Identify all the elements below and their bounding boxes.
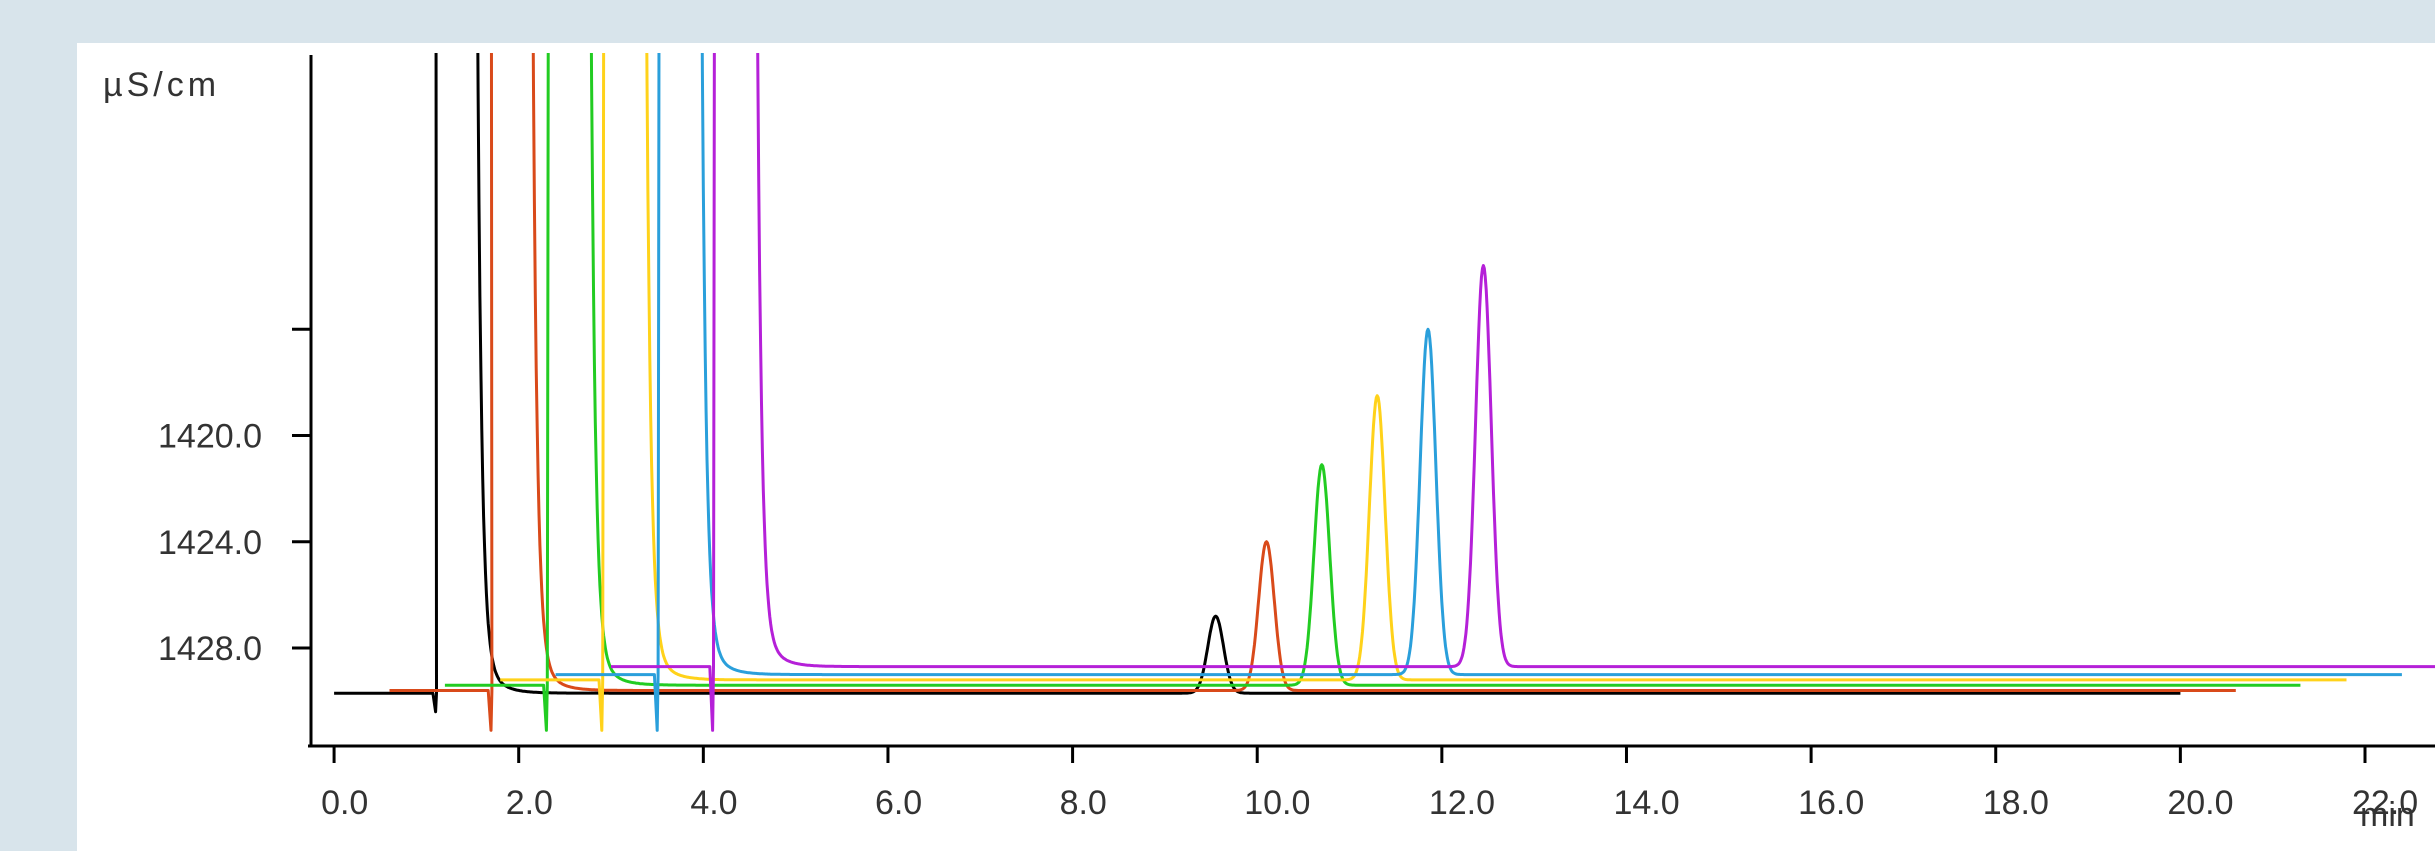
x-tick-label: 18.0 [1983, 784, 2049, 822]
series-line-1 [334, 53, 2181, 714]
x-tick-label: 20.0 [2167, 784, 2233, 822]
x-tick-label: 16.0 [1798, 784, 1864, 822]
x-tick-label: 14.0 [1613, 784, 1679, 822]
y-tick-label: 1420.0 [158, 418, 262, 456]
chromatogram-chart: µS/cm min 0.0 2.0 4.0 6.0 8.0 10.0 12.0 14.0 16.… [103, 53, 2435, 834]
x-tick-label: 6.0 [875, 784, 922, 822]
series-layer [334, 53, 2435, 732]
x-tick-label: 0.0 [321, 784, 368, 822]
x-tick-label: 22.0 [2352, 784, 2418, 822]
series-line-4 [500, 53, 2348, 732]
series-line-6 [611, 53, 2435, 732]
x-tick-label: 12.0 [1429, 784, 1495, 822]
axes-layer: µS/cm min [103, 55, 2435, 834]
ticks-layer: 0.0 2.0 4.0 6.0 8.0 10.0 12.0 14.0 16.0 18.0 20.0 2… [158, 327, 2418, 822]
x-tick-label: 2.0 [506, 784, 553, 822]
y-tick-label: 1428.0 [158, 630, 262, 668]
chart-panel: µS/cm min 0.0 2.0 4.0 6.0 8.0 10.0 12.0 14.0 16.… [77, 43, 2435, 851]
y-tick-label: 1424.0 [158, 524, 262, 562]
x-axis-unit-label: min [2360, 796, 2415, 834]
series-line-5 [555, 53, 2403, 732]
x-tick-label: 10.0 [1244, 784, 1310, 822]
y-axis-unit-label: µS/cm [103, 66, 220, 104]
series-line-2 [389, 53, 2237, 732]
x-tick-label: 8.0 [1060, 784, 1107, 822]
x-tick-label: 4.0 [690, 784, 737, 822]
series-line-3 [444, 53, 2301, 732]
